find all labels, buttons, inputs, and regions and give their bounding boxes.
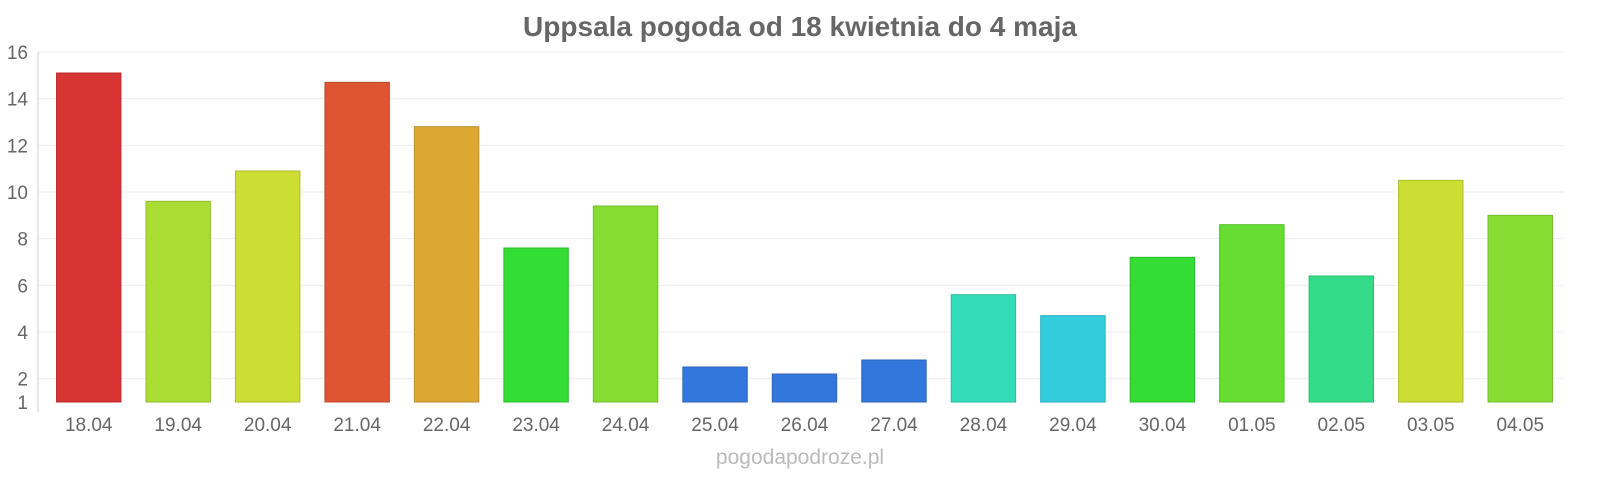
x-tick-label: 03.05: [1407, 415, 1455, 436]
x-tick-label: 29.04: [1049, 415, 1097, 436]
x-tick-label: 30.04: [1139, 415, 1187, 436]
y-tick-label: 14: [7, 90, 29, 111]
y-tick-labels: 12 4 6 8 10 12 14 16: [7, 43, 29, 414]
watermark: pogodapodroze.pl: [716, 446, 884, 469]
x-tick-label: 27.04: [870, 415, 918, 436]
bar-23.04: [503, 247, 569, 403]
y-tick-label: 8: [17, 230, 28, 251]
bar-26.04: [771, 373, 838, 403]
x-tick-label: 01.05: [1228, 415, 1276, 436]
x-tick-label: 25.04: [691, 415, 739, 436]
x-tick-label: 02.05: [1318, 415, 1366, 436]
x-tick-label: 21.04: [333, 415, 381, 436]
bar-02.05: [1308, 275, 1375, 403]
bar-29.04: [1040, 315, 1106, 403]
y-tick-label: 2: [17, 370, 28, 391]
x-tick-label: 28.04: [960, 415, 1008, 436]
x-tick-label: 22.04: [423, 415, 471, 436]
bar-04.05: [1487, 214, 1553, 403]
y-tick-label: 12: [7, 136, 28, 157]
bar-18.04: [56, 72, 122, 403]
x-tick-labels: 18.04 19.04 20.04 21.04 22.04 23.04 24.04 25.04…: [65, 415, 1544, 436]
bar-27.04: [861, 359, 927, 403]
bar-21.04: [324, 81, 390, 403]
bar-30.04: [1129, 256, 1196, 403]
bar-24.04: [592, 205, 659, 403]
x-tick-label: 18.04: [65, 415, 113, 436]
chart-title: Uppsala pogoda od 18 kwietnia do 4 maja: [523, 11, 1077, 42]
bar-01.05: [1219, 224, 1285, 403]
y-tick-label: 4: [17, 323, 28, 344]
bar-22.04: [413, 126, 480, 403]
x-tick-label: 24.04: [602, 415, 650, 436]
x-tick-label: 23.04: [512, 415, 560, 436]
y-tick-label: 10: [7, 183, 28, 204]
bar-19.04: [145, 200, 211, 403]
y-tick-label: 6: [17, 276, 28, 297]
y-tick-label: 1: [17, 393, 28, 414]
bar-25.04: [682, 366, 748, 403]
x-tick-label: 20.04: [244, 415, 292, 436]
x-tick-label: 26.04: [781, 415, 829, 436]
x-tick-label: 04.05: [1496, 415, 1544, 436]
bar-20.04: [234, 170, 301, 403]
bar-layer: [56, 72, 1553, 403]
bar-28.04: [950, 294, 1017, 403]
bar-03.05: [1398, 179, 1464, 403]
x-tick-label: 19.04: [154, 415, 202, 436]
y-tick-label: 16: [7, 43, 28, 64]
